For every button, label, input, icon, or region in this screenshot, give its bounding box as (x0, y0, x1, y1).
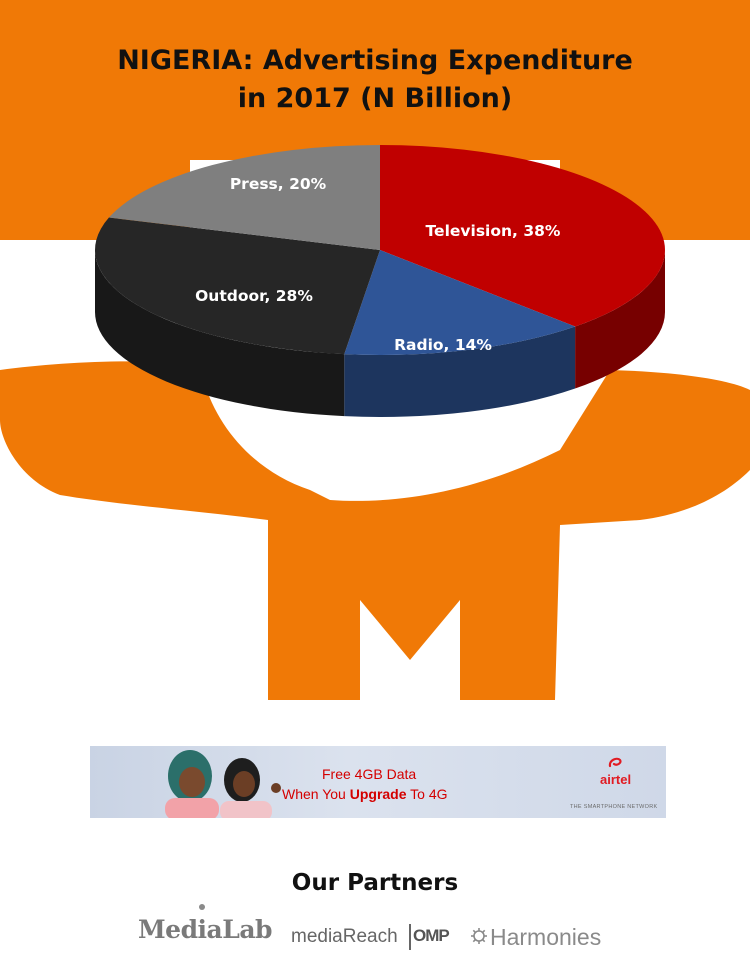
pie-label-radio: Radio, 14% (394, 336, 492, 354)
chart-title-line2: in 2017 (N Billion) (237, 83, 513, 114)
pie-side-television (575, 250, 665, 389)
airtel-tagline: THE SMARTPHONE NETWORK (570, 804, 658, 810)
medialab-dot-icon (199, 904, 205, 910)
pie-slice-television[interactable] (380, 145, 665, 327)
harmonies-gear-icon (471, 928, 487, 944)
pie-side-outdoor (94, 250, 345, 417)
ad-headline: Free 4GB Data (322, 766, 417, 782)
pie-slice-press[interactable] (108, 145, 381, 250)
partners-heading: Our Partners (291, 870, 459, 896)
partner-logo-mediareach[interactable]: mediaReach (291, 926, 398, 947)
partner-divider (409, 924, 411, 950)
partner-logo-omp[interactable]: OMP (413, 926, 450, 945)
pie-side-radio (344, 326, 576, 418)
airtel-ad-banner[interactable]: Free 4GB Data When You Upgrade To 4G air… (90, 746, 666, 818)
partner-logo-harmonies[interactable]: Harmonies (490, 924, 602, 950)
pie-label-press: Press, 20% (230, 175, 327, 193)
pie-slice-radio[interactable] (344, 250, 576, 356)
pie-label-outdoor: Outdoor, 28% (195, 287, 313, 305)
pie-label-television: Television, 38% (426, 222, 561, 240)
pie-chart: Television, 38% Radio, 14% Outdoor, 28% Pre… (94, 145, 665, 418)
pie-slice-outdoor[interactable] (94, 217, 380, 355)
ad-subline: When You Upgrade To 4G (282, 786, 448, 802)
ad-subline-bold: Upgrade (349, 786, 407, 802)
partner-logo-medialab[interactable]: MediaLab (138, 915, 273, 944)
chart-title: NIGERIA: Advertising Expenditure in 2017… (0, 42, 750, 118)
ad-subline-prefix: When You (282, 786, 350, 802)
airtel-logo: airtel (600, 772, 632, 787)
airtel-swirl-icon (608, 757, 622, 768)
ad-subline-suffix: To 4G (406, 786, 448, 802)
chart-title-line1: NIGERIA: Advertising Expenditure (117, 45, 633, 76)
ad-people-image (165, 750, 281, 818)
